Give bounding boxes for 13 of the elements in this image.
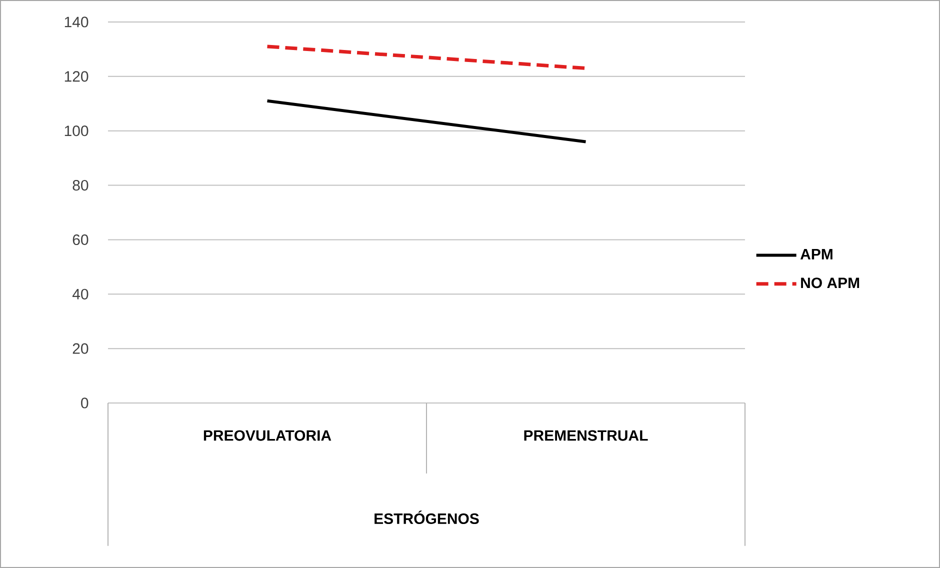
x-tick-label: PREOVULATORIA xyxy=(204,430,332,441)
y-tick-label: 120 xyxy=(64,71,88,82)
legend-label: APM xyxy=(800,249,832,260)
y-tick-label: 20 xyxy=(72,343,88,354)
x-axis-title: ESTRÓGENOS xyxy=(374,510,479,524)
y-tick-label: 100 xyxy=(64,126,88,136)
y-tick-label: 60 xyxy=(72,234,88,246)
x-tick-label: PREMENSTRUAL xyxy=(524,430,648,441)
y-tick-label: 0 xyxy=(81,398,88,408)
legend-label: NO APM xyxy=(801,278,860,288)
y-tick-label: 40 xyxy=(72,288,88,300)
y-tick-label: 140 xyxy=(64,16,88,28)
y-tick-label: 80 xyxy=(72,180,88,191)
